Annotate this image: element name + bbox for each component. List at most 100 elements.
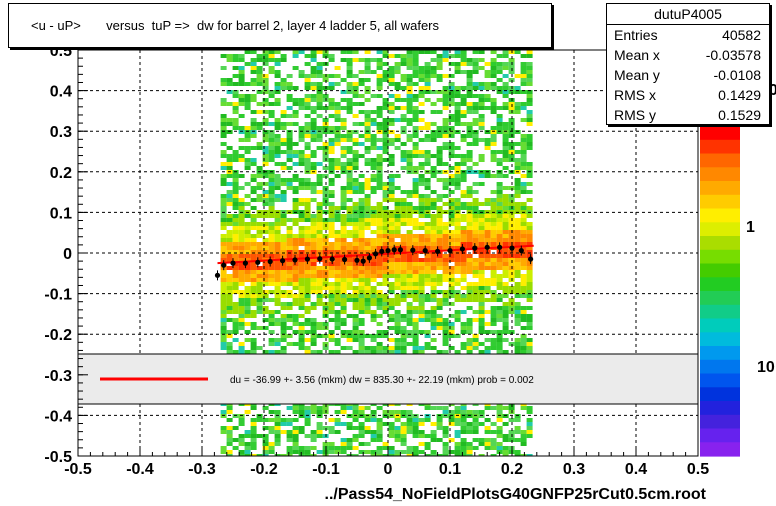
heatmap-cell [382,254,389,258]
heatmap-cell [472,106,479,110]
heatmap-cell [454,70,461,74]
heatmap-cell [472,50,479,54]
heatmap-cell [430,102,437,106]
heatmap-cell [400,422,407,426]
heatmap-cell [352,230,359,234]
heatmap-cell [424,182,431,186]
heatmap-cell [364,114,371,118]
heatmap-cell [352,94,359,98]
heatmap-cell [238,206,245,210]
heatmap-cell [418,78,425,82]
heatmap-cell [274,310,281,314]
heatmap-cell [238,234,245,238]
heatmap-cell [370,418,377,422]
heatmap-cell [478,126,485,130]
heatmap-cell [484,234,491,238]
heatmap-cell [454,166,461,170]
heatmap-cell [286,418,293,422]
heatmap-cell [418,214,425,218]
heatmap-cell [304,242,311,246]
heatmap-cell [256,82,263,86]
heatmap-cell [268,446,275,450]
heatmap-cell [292,222,299,226]
heatmap-cell [442,302,449,306]
heatmap-cell [526,430,533,434]
heatmap-cell [388,78,395,82]
heatmap-cell [298,430,305,434]
heatmap-cell [502,326,509,330]
heatmap-cell [310,150,317,154]
heatmap-cell [238,186,245,190]
heatmap-cell [418,126,425,130]
heatmap-cell [394,330,401,334]
heatmap-cell [412,282,419,286]
heatmap-cell [220,334,227,338]
heatmap-cell [388,158,395,162]
heatmap-cell [262,298,269,302]
heatmap-cell [424,162,431,166]
heatmap-cell [472,206,479,210]
heatmap-cell [514,438,521,442]
heatmap-cell [370,302,377,306]
heatmap-cell [292,150,299,154]
heatmap-cell [316,278,323,282]
heatmap-cell [526,90,533,94]
heatmap-cell [424,330,431,334]
heatmap-cell [238,78,245,82]
heatmap-cell [220,446,227,450]
heatmap-cell [340,138,347,142]
heatmap-cell [310,350,317,354]
heatmap-cell [460,266,467,270]
heatmap-cell [394,86,401,90]
heatmap-cell [244,82,251,86]
heatmap-cell [478,154,485,158]
heatmap-cell [418,258,425,262]
heatmap-cell [388,186,395,190]
heatmap-cell [436,318,443,322]
heatmap-cell [298,426,305,430]
heatmap-cell [376,270,383,274]
heatmap-cell [490,282,497,286]
heatmap-cell [466,74,473,78]
heatmap-cell [466,326,473,330]
heatmap-cell [376,238,383,242]
heatmap-cell [514,86,521,90]
heatmap-cell [250,78,257,82]
heatmap-cell [430,430,437,434]
heatmap-cell [490,150,497,154]
heatmap-cell [268,198,275,202]
heatmap-cell [352,226,359,230]
heatmap-cell [442,406,449,410]
heatmap-cell [412,298,419,302]
heatmap-cell [376,186,383,190]
heatmap-cell [286,218,293,222]
heatmap-cell [316,130,323,134]
heatmap-cell [514,238,521,242]
heatmap-cell [472,286,479,290]
heatmap-cell [430,90,437,94]
heatmap-cell [454,54,461,58]
heatmap-cell [484,278,491,282]
heatmap-cell [256,282,263,286]
heatmap-cell [250,222,257,226]
heatmap-cell [316,274,323,278]
heatmap-cell [280,350,287,354]
heatmap-cell [388,286,395,290]
heatmap-cell [454,430,461,434]
heatmap-cell [412,338,419,342]
heatmap-cell [274,214,281,218]
heatmap-cell [520,318,527,322]
heatmap-cell [388,422,395,426]
heatmap-cell [226,198,233,202]
heatmap-cell [346,174,353,178]
heatmap-cell [274,118,281,122]
heatmap-cell [286,122,293,126]
heatmap-cell [244,202,251,206]
heatmap-cell [400,190,407,194]
heatmap-cell [478,326,485,330]
heatmap-cell [496,318,503,322]
heatmap-cell [430,74,437,78]
heatmap-cell [478,122,485,126]
heatmap-cell [268,222,275,226]
heatmap-cell [448,142,455,146]
